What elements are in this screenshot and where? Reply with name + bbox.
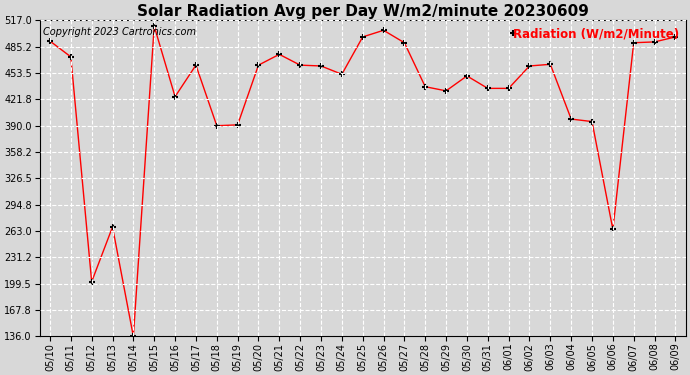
Radiation (W/m2/Minute) <box>546 62 555 66</box>
Radiation (W/m2/Minute) <box>588 119 596 124</box>
Radiation (W/m2/Minute) <box>671 34 680 39</box>
Radiation (W/m2/Minute) <box>629 40 638 45</box>
Radiation (W/m2/Minute) <box>337 72 346 76</box>
Radiation (W/m2/Minute) <box>108 225 117 229</box>
Radiation (W/m2/Minute) <box>359 34 367 39</box>
Radiation (W/m2/Minute) <box>213 123 221 128</box>
Radiation (W/m2/Minute) <box>421 84 429 89</box>
Radiation (W/m2/Minute) <box>129 334 137 339</box>
Radiation (W/m2/Minute) <box>442 88 451 93</box>
Radiation (W/m2/Minute) <box>504 86 513 91</box>
Radiation (W/m2/Minute) <box>463 74 471 78</box>
Radiation (W/m2/Minute) <box>192 63 200 68</box>
Radiation (W/m2/Minute) <box>651 40 659 44</box>
Radiation (W/m2/Minute) <box>275 52 284 57</box>
Title: Solar Radiation Avg per Day W/m2/minute 20230609: Solar Radiation Avg per Day W/m2/minute … <box>137 4 589 19</box>
Line: Radiation (W/m2/Minute): Radiation (W/m2/Minute) <box>46 22 679 340</box>
Radiation (W/m2/Minute) <box>233 123 242 127</box>
Radiation (W/m2/Minute) <box>484 86 492 91</box>
Legend: Radiation (W/m2/Minute): Radiation (W/m2/Minute) <box>508 23 684 45</box>
Text: Copyright 2023 Cartronics.com: Copyright 2023 Cartronics.com <box>43 27 196 37</box>
Radiation (W/m2/Minute) <box>317 64 325 68</box>
Radiation (W/m2/Minute) <box>150 24 159 28</box>
Radiation (W/m2/Minute) <box>171 94 179 99</box>
Radiation (W/m2/Minute) <box>609 227 617 232</box>
Radiation (W/m2/Minute) <box>46 39 54 44</box>
Radiation (W/m2/Minute) <box>296 63 304 68</box>
Radiation (W/m2/Minute) <box>380 28 388 33</box>
Radiation (W/m2/Minute) <box>400 40 408 45</box>
Radiation (W/m2/Minute) <box>567 117 575 122</box>
Radiation (W/m2/Minute) <box>88 279 96 284</box>
Radiation (W/m2/Minute) <box>255 63 263 68</box>
Radiation (W/m2/Minute) <box>525 64 533 68</box>
Radiation (W/m2/Minute) <box>67 55 75 59</box>
